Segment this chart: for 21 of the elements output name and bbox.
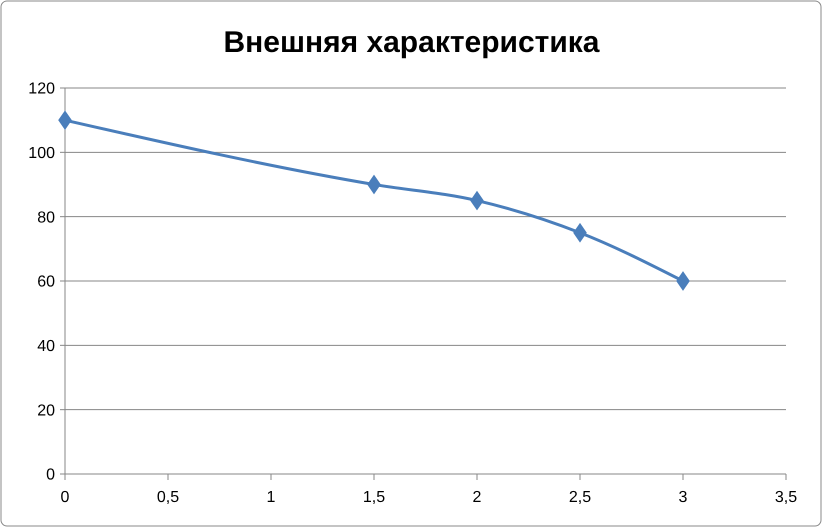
- x-tick-label: 1,5: [362, 489, 386, 506]
- y-tick-label: 40: [37, 338, 56, 355]
- point: [676, 272, 690, 290]
- y-tick-label: 20: [37, 402, 56, 420]
- chart-title: Внешняя характеристика: [224, 26, 600, 59]
- x-tick-label: 0,5: [156, 489, 180, 506]
- x-tick-label: 2,5: [568, 489, 592, 506]
- y-tick-label: 80: [37, 209, 56, 226]
- x-tick-label: 2: [472, 489, 482, 506]
- x-tick-label: 3,5: [774, 489, 798, 506]
- x-tick-label: 3: [678, 489, 688, 506]
- y-tick-label: 100: [28, 144, 56, 162]
- point: [573, 223, 587, 242]
- point: [367, 175, 381, 194]
- x-tick-label: 1: [266, 489, 276, 506]
- point: [470, 191, 484, 210]
- x-tick-label: 0: [60, 489, 70, 506]
- y-tick-label: 60: [37, 274, 56, 291]
- y-tick-label: 120: [28, 80, 56, 98]
- y-tick-label: 0: [46, 466, 56, 484]
- point: [58, 110, 72, 130]
